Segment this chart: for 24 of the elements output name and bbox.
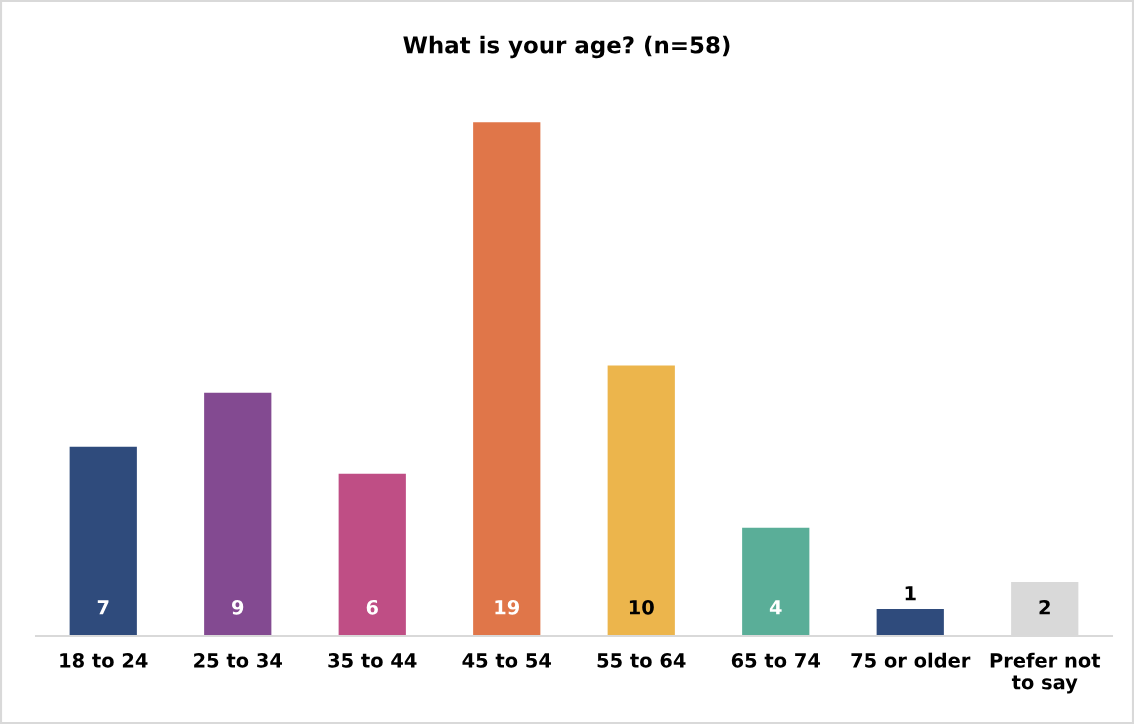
bar xyxy=(69,446,137,636)
bar xyxy=(607,365,675,636)
x-tick-label: 18 to 24 xyxy=(60,653,148,668)
data-label: 2 xyxy=(1039,599,1050,615)
data-label: 1 xyxy=(905,586,916,601)
data-label: 9 xyxy=(231,599,244,615)
x-tick-label: 25 to 34 xyxy=(194,653,283,668)
x-tick-label: 75 or older xyxy=(851,652,971,668)
bar xyxy=(338,473,406,636)
data-label: 10 xyxy=(629,599,654,615)
x-tick-label: Prefer not to say xyxy=(990,652,1101,694)
data-label: 6 xyxy=(366,599,378,615)
bar xyxy=(473,122,541,636)
data-label: 4 xyxy=(769,600,782,615)
data-label: 7 xyxy=(97,600,109,615)
bar xyxy=(876,608,944,636)
x-tick-label: 55 to 64 xyxy=(597,653,686,668)
x-tick-label: 65 to 74 xyxy=(731,653,821,668)
bar xyxy=(742,527,810,636)
data-label: 19 xyxy=(495,599,520,615)
bar xyxy=(204,392,272,636)
x-tick-label: 35 to 44 xyxy=(328,653,417,668)
x-tick-label: 45 to 54 xyxy=(462,653,552,668)
chart-title: What is your age? (n=58) xyxy=(403,35,730,59)
